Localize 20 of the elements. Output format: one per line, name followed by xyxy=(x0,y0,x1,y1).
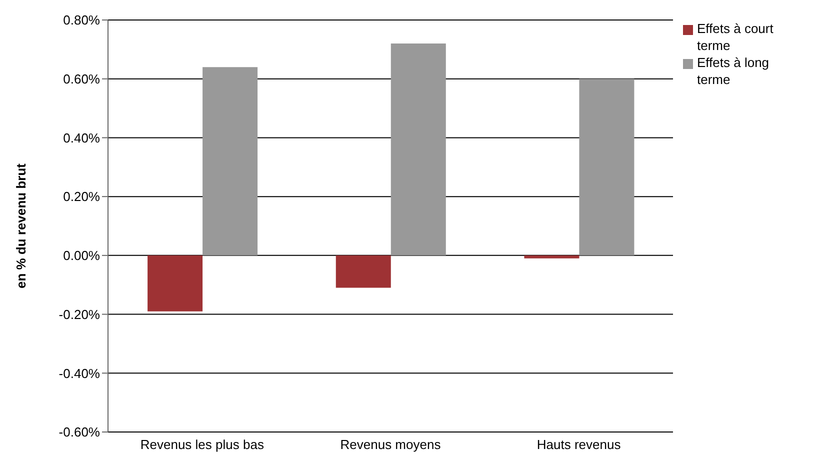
legend-label: Effets à long terme xyxy=(697,54,770,88)
y-tick-label: 0.00% xyxy=(63,248,100,264)
y-tick-label: -0.40% xyxy=(58,366,100,381)
x-tick-label: Hauts revenus xyxy=(536,437,622,452)
y-tick-label: 0.60% xyxy=(63,71,100,86)
x-tick-label: Revenus les plus bas xyxy=(140,437,264,452)
bar xyxy=(202,67,258,256)
y-tick-label: -0.60% xyxy=(58,424,100,440)
legend-label: Effets à court terme xyxy=(697,20,774,54)
y-tick-label: 0.20% xyxy=(63,189,100,204)
y-tick-label: -0.20% xyxy=(58,306,100,322)
bar xyxy=(336,255,391,288)
bar xyxy=(148,255,203,312)
bar xyxy=(579,78,634,256)
y-tick-label: 0.80% xyxy=(63,12,100,28)
x-tick-label: Revenus moyens xyxy=(340,437,442,452)
y-tick-label: 0.40% xyxy=(63,130,100,146)
bar xyxy=(524,255,580,258)
bar xyxy=(390,44,446,256)
y-axis-title: en % du revenu brut xyxy=(14,162,29,288)
